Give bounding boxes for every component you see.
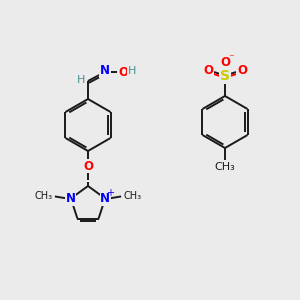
Text: CH₃: CH₃ [214, 162, 236, 172]
Text: H: H [128, 66, 136, 76]
Text: H: H [77, 75, 85, 85]
Text: CH₃: CH₃ [123, 191, 141, 201]
Text: N: N [66, 192, 76, 205]
Text: N: N [100, 192, 110, 205]
Text: O: O [83, 160, 93, 172]
Text: O: O [118, 65, 128, 79]
Text: O: O [220, 56, 230, 68]
Text: N: N [100, 64, 110, 77]
Text: O: O [237, 64, 247, 77]
Text: ⁻: ⁻ [228, 53, 234, 63]
Text: O: O [203, 64, 213, 77]
Text: CH₃: CH₃ [35, 191, 53, 201]
Text: +: + [106, 188, 114, 198]
Text: S: S [220, 69, 230, 83]
